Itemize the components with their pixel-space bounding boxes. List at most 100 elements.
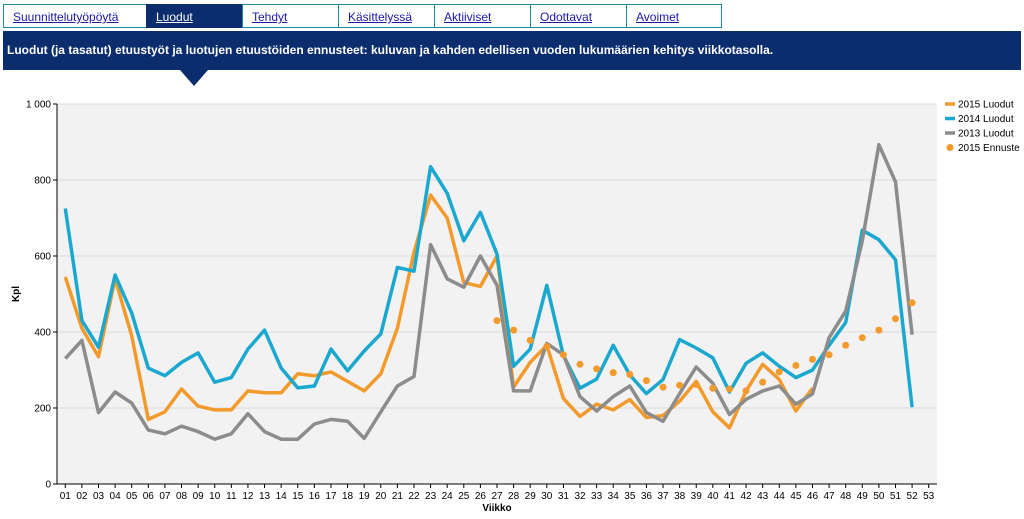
y-tick-label: 0 — [45, 480, 51, 491]
forecast-point — [676, 381, 684, 389]
series-line-2 — [64, 142, 914, 441]
tab-suunnittelutyopoyta[interactable]: Suunnittelutyöpöytä — [3, 4, 147, 28]
forecast-point — [808, 355, 816, 363]
tab-aktiiviset[interactable]: Aktiiviset — [434, 4, 531, 28]
tab-kasittelyssa[interactable]: Käsittelyssä — [338, 4, 435, 28]
forecast-point — [908, 299, 916, 307]
forecast-point — [792, 361, 800, 369]
x-tick-label: 03 — [93, 491, 105, 502]
x-tick-label: 33 — [591, 491, 603, 502]
x-tick-label: 49 — [857, 491, 869, 502]
x-axis: 01 02 03 04 05 06 07 08 09 10 11 12 13 14 15 16 17 18 19 20… — [57, 483, 937, 502]
forecast-point — [543, 342, 551, 350]
forecast-point — [725, 385, 733, 393]
tab-avoimet[interactable]: Avoimet — [626, 4, 722, 28]
x-tick-label: 01 — [60, 491, 72, 502]
y-axis-label: Kpl — [11, 286, 22, 302]
x-tick-label: 02 — [76, 491, 88, 502]
x-tick-label: 51 — [890, 491, 902, 502]
x-tick-label: 32 — [574, 491, 586, 502]
x-tick-label: 07 — [159, 491, 171, 502]
x-tick-label: 47 — [824, 491, 836, 502]
active-tab-pointer — [180, 70, 208, 86]
forecast-point — [593, 365, 601, 373]
series-line-0 — [63, 193, 814, 430]
y-tick-label: 600 — [34, 252, 51, 263]
legend-label: 2014 Luodut — [958, 114, 1014, 125]
x-tick-label: 42 — [740, 491, 752, 502]
y-tick-label: 200 — [34, 404, 51, 415]
x-tick-label: 46 — [807, 491, 819, 502]
tab-bar: Suunnittelutyöpöytä Luodut Tehdyt Käsitt… — [3, 4, 722, 30]
x-tick-label: 05 — [126, 491, 138, 502]
x-tick-label: 43 — [757, 491, 769, 502]
forecast-point — [609, 369, 617, 377]
forecast-point — [759, 378, 767, 386]
x-tick-label: 04 — [110, 491, 122, 502]
x-tick-label: 45 — [790, 491, 802, 502]
x-tick-label: 44 — [774, 491, 786, 502]
x-tick-label: 53 — [923, 491, 935, 502]
tab-odottavat[interactable]: Odottavat — [530, 4, 627, 28]
x-tick-label: 18 — [342, 491, 354, 502]
x-tick-label: 38 — [674, 491, 686, 502]
y-tick-label: 1 000 — [26, 100, 51, 111]
forecast-point — [576, 360, 584, 368]
x-tick-label: 23 — [425, 491, 437, 502]
x-tick-label: 06 — [143, 491, 155, 502]
x-tick-label: 35 — [624, 491, 636, 502]
forecast-point — [510, 326, 518, 334]
legend[interactable]: 2015 Luodut 2014 Luodut 2013 Luodut 2015 En… — [945, 100, 1020, 155]
forecast-point — [559, 351, 567, 359]
x-tick-label: 25 — [458, 491, 470, 502]
forecast-point — [493, 317, 501, 325]
forecast-point — [842, 341, 850, 349]
forecast-point — [526, 336, 534, 344]
x-tick-label: 24 — [442, 491, 454, 502]
forecast-point — [825, 351, 833, 359]
forecast-point — [858, 334, 866, 342]
forecast-point — [775, 368, 783, 376]
x-tick-label: 34 — [608, 491, 620, 502]
x-tick-label: 36 — [641, 491, 653, 502]
x-tick-label: 11 — [226, 491, 237, 502]
x-tick-label: 31 — [558, 491, 570, 502]
x-axis-label: Viikko — [482, 503, 511, 514]
x-tick-label: 21 — [392, 491, 404, 502]
tab-tehdyt[interactable]: Tehdyt — [242, 4, 339, 28]
forecast-point — [742, 387, 750, 395]
x-tick-label: 41 — [724, 491, 736, 502]
tab-luodut[interactable]: Luodut — [146, 4, 243, 28]
legend-label: 2015 Luodut — [958, 100, 1014, 111]
chart-description-banner: Luodut (ja tasatut) etuustyöt ja luotuje… — [3, 31, 1021, 70]
series-line-1 — [63, 164, 914, 408]
x-tick-label: 22 — [408, 491, 420, 502]
x-tick-label: 52 — [907, 491, 919, 502]
x-tick-label: 12 — [242, 491, 254, 502]
y-tick-label: 400 — [34, 328, 51, 339]
x-tick-label: 14 — [276, 491, 288, 502]
x-tick-label: 16 — [309, 491, 321, 502]
x-tick-label: 13 — [259, 491, 271, 502]
x-tick-label: 19 — [359, 491, 371, 502]
x-tick-label: 09 — [193, 491, 205, 502]
x-tick-label: 17 — [325, 491, 337, 502]
legend-label: 2013 Luodut — [958, 129, 1014, 140]
forecast-point — [891, 315, 899, 323]
x-tick-label: 37 — [657, 491, 669, 502]
y-axis: 0 200 400 600 800 1 000 — [26, 100, 58, 491]
forecast-point — [642, 377, 650, 385]
x-tick-label: 40 — [707, 491, 719, 502]
x-tick-label: 15 — [292, 491, 304, 502]
forecast-point — [709, 384, 717, 392]
x-tick-label: 39 — [691, 491, 703, 502]
x-tick-label: 48 — [840, 491, 852, 502]
x-tick-label: 29 — [525, 491, 537, 502]
x-tick-label: 20 — [375, 491, 387, 502]
forecast-point — [659, 383, 667, 391]
x-tick-label: 50 — [873, 491, 885, 502]
line-chart: 0 200 400 600 800 1 000 01 02 03 04 05 06 07 08 09 10 1… — [11, 100, 1020, 515]
legend-swatch — [946, 144, 954, 151]
x-tick-label: 28 — [508, 491, 520, 502]
forecast-point — [692, 380, 700, 388]
